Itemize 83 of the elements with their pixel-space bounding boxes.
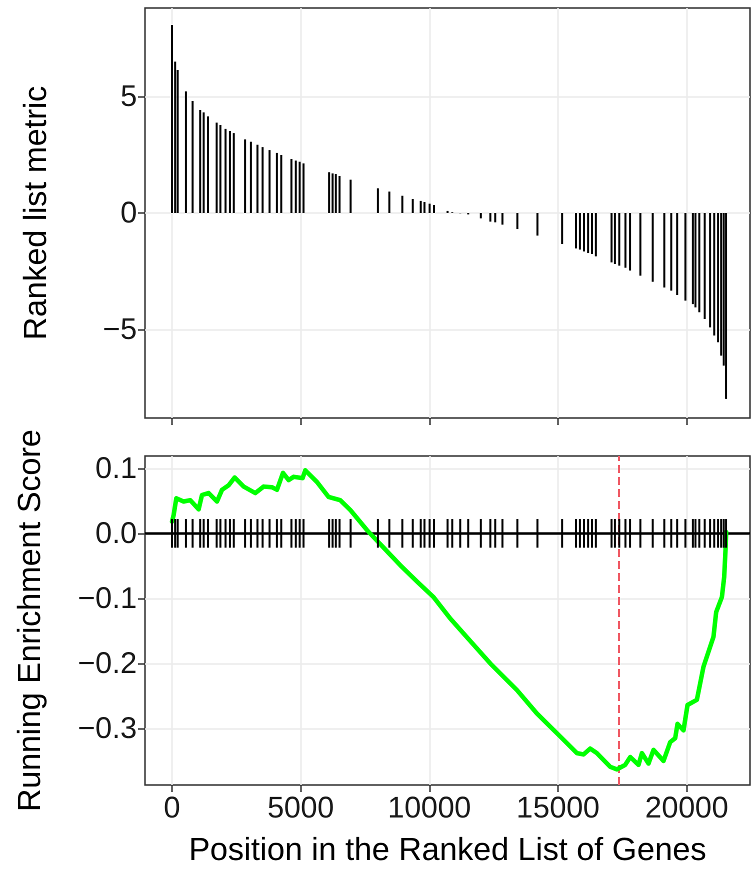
bar xyxy=(294,160,297,213)
bar xyxy=(698,213,700,312)
bar xyxy=(614,213,616,264)
bar xyxy=(704,213,706,319)
y-tick-label: −0.1 xyxy=(78,582,137,615)
bar xyxy=(401,196,404,213)
bar xyxy=(692,213,694,304)
bar xyxy=(489,213,492,222)
bar xyxy=(256,144,258,213)
y-tick-label: −0.2 xyxy=(78,646,137,680)
bar xyxy=(575,213,578,248)
bar xyxy=(192,100,194,213)
bar xyxy=(184,91,187,213)
bar xyxy=(420,200,422,213)
bar xyxy=(276,152,278,213)
x-tick-label: 15000 xyxy=(516,792,600,824)
x-tick-label: 20000 xyxy=(644,792,728,824)
bar xyxy=(332,173,334,213)
bar xyxy=(328,172,330,213)
x-tick-label: 10000 xyxy=(388,792,472,824)
y-tick-label: 0.0 xyxy=(95,516,137,550)
bar xyxy=(725,213,728,399)
bar xyxy=(350,180,352,213)
bar xyxy=(652,213,654,282)
y-tick-label: −5 xyxy=(102,312,137,346)
bar xyxy=(610,213,613,262)
bar xyxy=(480,213,482,218)
bar xyxy=(713,213,716,336)
bar xyxy=(171,25,174,213)
bar xyxy=(228,131,231,213)
bar xyxy=(694,213,696,308)
bar xyxy=(428,204,431,213)
x-tick-label: 0 xyxy=(164,792,180,824)
bar xyxy=(583,213,586,252)
bar xyxy=(684,213,686,301)
bar xyxy=(290,158,292,213)
y-tick-label: 5 xyxy=(120,80,137,114)
bar xyxy=(216,122,218,213)
bar xyxy=(670,213,672,291)
bar xyxy=(494,213,496,222)
bar xyxy=(376,188,379,213)
x-axis-title: Position in the Ranked List of Genes xyxy=(188,831,706,867)
bar xyxy=(298,162,301,213)
y-tick-label: 0.1 xyxy=(95,452,137,485)
bar xyxy=(501,213,504,225)
bar xyxy=(302,163,305,213)
x-tick-label: 5000 xyxy=(267,792,334,824)
bar xyxy=(624,213,626,268)
bar xyxy=(244,139,246,213)
bar xyxy=(676,213,678,295)
bar xyxy=(334,174,337,213)
bar xyxy=(639,213,642,276)
bar xyxy=(199,110,202,213)
y-axis-title: Running Enrichment Score xyxy=(11,429,47,812)
bar xyxy=(224,128,227,213)
bar xyxy=(587,213,590,254)
bar xyxy=(432,205,435,213)
bar xyxy=(629,213,632,271)
bar xyxy=(262,147,264,213)
line-series xyxy=(170,468,728,772)
y-axis-title: Ranked list metric xyxy=(17,86,53,340)
bar xyxy=(219,124,222,213)
bar xyxy=(202,112,205,213)
y-tick-label: 0 xyxy=(120,196,137,230)
bar xyxy=(590,213,593,254)
bar xyxy=(207,116,210,213)
bar xyxy=(412,199,414,213)
bar xyxy=(338,176,341,213)
bar xyxy=(663,213,666,288)
bar xyxy=(536,213,538,236)
bar xyxy=(268,150,271,213)
bar xyxy=(618,213,620,266)
bar xyxy=(709,213,712,328)
bar xyxy=(594,213,597,256)
bar xyxy=(423,202,426,213)
bar xyxy=(578,213,581,250)
bar xyxy=(250,142,252,213)
bar xyxy=(388,192,390,213)
bar xyxy=(232,133,235,213)
bar xyxy=(280,154,282,213)
y-tick-label: −0.3 xyxy=(78,712,137,745)
bar xyxy=(561,213,564,244)
bar xyxy=(516,213,518,230)
